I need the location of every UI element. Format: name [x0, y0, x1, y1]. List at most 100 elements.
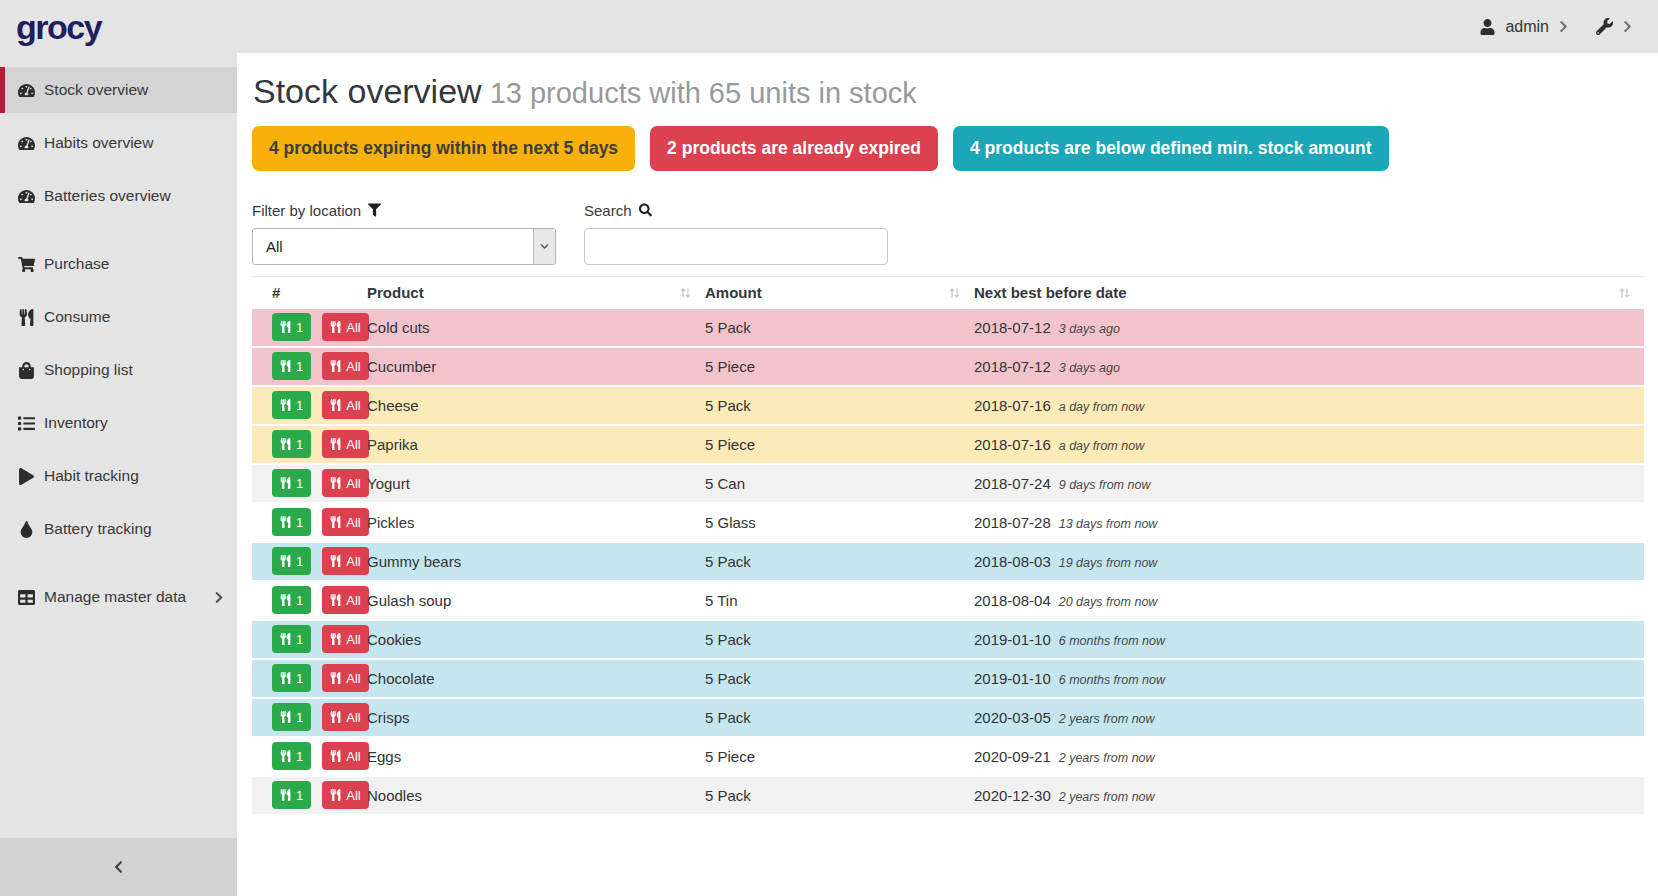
date-value: 2020-03-05	[974, 709, 1051, 726]
row-actions: 1 All	[272, 625, 367, 653]
sidebar-collapse-button[interactable]	[0, 838, 237, 896]
date-value: 2019-01-10	[974, 631, 1051, 648]
product-name: Noodles	[367, 787, 705, 804]
sidebar-item-label: Consume	[44, 308, 223, 326]
date-relative: 13 days from now	[1059, 517, 1158, 531]
sidebar-item-purchase[interactable]: Purchase	[0, 241, 237, 287]
consume-one-button[interactable]: 1	[272, 742, 311, 770]
utensils-icon	[330, 750, 341, 762]
user-menu[interactable]: admin	[1480, 18, 1568, 36]
consume-one-button[interactable]: 1	[272, 586, 311, 614]
product-amount: 5 Piece	[705, 358, 974, 375]
sidebar-item-habit-tracking[interactable]: Habit tracking	[0, 453, 237, 499]
utensils-icon	[280, 360, 291, 372]
search-input[interactable]	[584, 228, 888, 265]
consume-one-button[interactable]: 1	[272, 664, 311, 692]
utensils-icon	[330, 477, 341, 489]
utensils-icon	[280, 789, 291, 801]
consume-one-button[interactable]: 1	[272, 625, 311, 653]
sort-icon[interactable]	[1618, 286, 1631, 300]
consume-all-button[interactable]: All	[322, 508, 368, 536]
column-header-product[interactable]: Product	[367, 277, 705, 309]
sidebar-item-habits-overview[interactable]: Habits overview	[0, 120, 237, 166]
product-amount: 5 Can	[705, 475, 974, 492]
status-badge[interactable]: 2 products are already expired	[650, 126, 938, 171]
sidebar-item-battery-tracking[interactable]: Battery tracking	[0, 506, 237, 552]
consume-one-button[interactable]: 1	[272, 430, 311, 458]
settings-menu[interactable]	[1596, 18, 1632, 35]
list-icon	[18, 415, 35, 432]
chevron-down-icon	[533, 229, 555, 264]
consume-all-button[interactable]: All	[322, 781, 368, 809]
consume-one-button[interactable]: 1	[272, 781, 311, 809]
consume-one-button[interactable]: 1	[272, 352, 311, 380]
consume-all-button[interactable]: All	[322, 469, 368, 497]
consume-all-button[interactable]: All	[322, 703, 368, 731]
consume-all-button[interactable]: All	[322, 664, 368, 692]
location-filter-value: All	[253, 229, 533, 264]
date-value: 2018-07-28	[974, 514, 1051, 531]
sidebar-item-batteries-overview[interactable]: Batteries overview	[0, 173, 237, 219]
chevron-right-icon	[215, 591, 223, 604]
product-name: Gummy bears	[367, 553, 705, 570]
table-row: 1 All Cucumber 5 Piece 2018-07-12 3 days…	[252, 348, 1644, 387]
date-relative: 19 days from now	[1059, 556, 1158, 570]
column-header-best-before[interactable]: Next best before date	[974, 277, 1644, 309]
consume-all-button[interactable]: All	[322, 391, 368, 419]
consume-all-button[interactable]: All	[322, 313, 368, 341]
utensils-icon	[330, 321, 341, 333]
consume-one-button[interactable]: 1	[272, 508, 311, 536]
consume-one-button[interactable]: 1	[272, 703, 311, 731]
sidebar-item-label: Battery tracking	[44, 520, 223, 538]
sidebar-item-stock-overview[interactable]: Stock overview	[0, 67, 237, 113]
sidebar-item-shopping-list[interactable]: Shopping list	[0, 347, 237, 393]
sidebar-item-label: Habit tracking	[44, 467, 223, 485]
sidebar-item-inventory[interactable]: Inventory	[0, 400, 237, 446]
table-header: # Product Amount Next best before date	[252, 277, 1644, 309]
wrench-icon	[1596, 18, 1613, 35]
row-actions: 1 All	[272, 664, 367, 692]
product-name: Chocolate	[367, 670, 705, 687]
sidebar-item-label: Batteries overview	[44, 187, 223, 205]
consume-all-button[interactable]: All	[322, 430, 368, 458]
date-relative: 3 days ago	[1059, 322, 1120, 336]
consume-all-button[interactable]: All	[322, 352, 368, 380]
top-bar-menus: admin	[1480, 18, 1632, 36]
table-row: 1 All Eggs 5 Piece 2020-09-21 2 years fr…	[252, 738, 1644, 777]
best-before-date: 2018-07-16 a day from now	[974, 397, 1644, 414]
search-group: Search	[584, 202, 888, 265]
sidebar-item-consume[interactable]: Consume	[0, 294, 237, 340]
consume-all-button[interactable]: All	[322, 742, 368, 770]
sidebar-item-manage-master-data[interactable]: Manage master data	[0, 574, 237, 620]
consume-one-button[interactable]: 1	[272, 547, 311, 575]
sort-icon[interactable]	[948, 286, 961, 300]
table-body: 1 All Cold cuts 5 Pack 2018-07-12 3 days…	[252, 309, 1644, 816]
consume-all-button[interactable]: All	[322, 625, 368, 653]
consume-all-button[interactable]: All	[322, 547, 368, 575]
consume-one-button[interactable]: 1	[272, 469, 311, 497]
best-before-date: 2018-07-12 3 days ago	[974, 358, 1644, 375]
date-relative: 2 years from now	[1059, 790, 1155, 804]
location-filter-select[interactable]: All	[252, 228, 556, 265]
sort-icon[interactable]	[679, 286, 692, 300]
chevron-right-icon	[1623, 20, 1632, 33]
column-header-amount[interactable]: Amount	[705, 277, 974, 309]
date-value: 2018-08-03	[974, 553, 1051, 570]
status-badge[interactable]: 4 products expiring within the next 5 da…	[252, 126, 635, 171]
utensils-icon	[330, 555, 341, 567]
consume-all-button[interactable]: All	[322, 586, 368, 614]
utensils-icon	[280, 633, 291, 645]
table-row: 1 All Chocolate 5 Pack 2019-01-10 6 mont…	[252, 660, 1644, 699]
sidebar-item-label: Inventory	[44, 414, 223, 432]
utensils-icon	[330, 672, 341, 684]
status-badge[interactable]: 4 products are below defined min. stock …	[953, 126, 1389, 171]
filter-icon	[368, 203, 381, 217]
consume-one-button[interactable]: 1	[272, 391, 311, 419]
consume-one-button[interactable]: 1	[272, 313, 311, 341]
location-filter-group: Filter by location All	[252, 202, 556, 265]
table-row: 1 All Paprika 5 Piece 2018-07-16 a day f…	[252, 426, 1644, 465]
top-bar: grocy admin	[0, 0, 1658, 53]
play-icon	[18, 468, 35, 485]
main-content: Stock overview13 products with 65 units …	[237, 53, 1658, 896]
app-logo[interactable]: grocy	[16, 10, 101, 44]
